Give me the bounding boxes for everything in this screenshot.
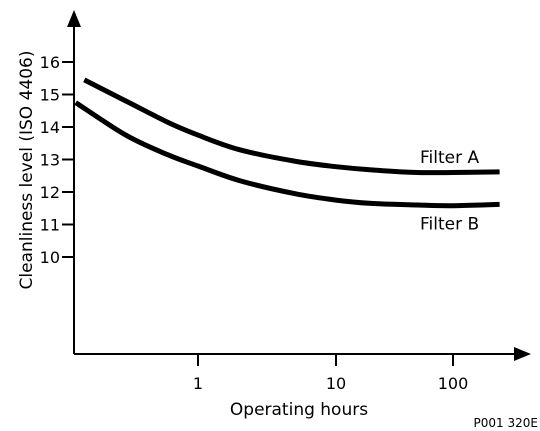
y-axis-title: Cleanliness level (ISO 4406): [17, 51, 37, 290]
x-ticks: 1 10 100: [193, 354, 468, 393]
x-tick-label: 10: [326, 374, 346, 393]
figure-code: P001 320E: [474, 416, 538, 430]
series-label-filter-b: Filter B: [420, 214, 479, 234]
series-line-filter-b: [74, 100, 500, 209]
y-ticks: 10 11 12 13 14 15 16: [40, 53, 74, 267]
y-tick-label: 13: [40, 151, 60, 170]
series-line-filter-a: [83, 77, 500, 176]
series-labels: Filter A Filter B: [420, 148, 480, 235]
x-axis-arrow: [514, 347, 531, 361]
y-tick-label: 15: [40, 86, 60, 105]
y-axis-arrow: [67, 10, 81, 27]
y-tick-label: 12: [40, 183, 60, 202]
y-tick-label: 16: [40, 53, 60, 72]
x-tick-label: 100: [438, 374, 469, 393]
y-tick-label: 11: [40, 216, 60, 235]
y-tick-label: 14: [40, 118, 60, 137]
series-label-filter-a: Filter A: [420, 148, 480, 168]
series-group: [74, 77, 500, 209]
axes: [67, 10, 531, 361]
x-tick-label: 1: [193, 374, 203, 393]
y-tick-label: 10: [40, 248, 60, 267]
x-axis-title: Operating hours: [230, 400, 368, 420]
